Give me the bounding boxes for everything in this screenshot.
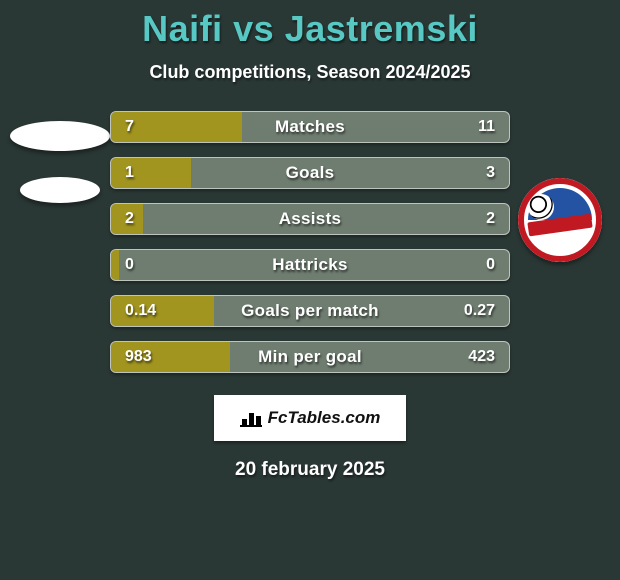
stat-value-right: 423	[468, 342, 495, 372]
stat-value-right: 11	[478, 112, 495, 142]
subtitle: Club competitions, Season 2024/2025	[0, 62, 620, 83]
stat-value-right: 2	[486, 204, 495, 234]
stat-row: 7Matches11	[110, 111, 510, 143]
club-crest-icon	[518, 178, 602, 262]
ellipse-icon	[20, 177, 100, 203]
stat-value-right: 0	[486, 250, 495, 280]
comparison-title: Naifi vs Jastremski	[0, 0, 620, 50]
ellipse-icon	[10, 121, 110, 151]
stat-label: Assists	[111, 204, 509, 234]
stats-bars: 7Matches11 1Goals3 2Assists2 0Hattricks0 0.1…	[110, 111, 510, 373]
stat-label: Matches	[111, 112, 509, 142]
chart-icon	[240, 409, 262, 427]
stat-value-right: 3	[486, 158, 495, 188]
stat-row: 0.14Goals per match0.27	[110, 295, 510, 327]
stat-row: 0Hattricks0	[110, 249, 510, 281]
branding-text: FcTables.com	[268, 408, 381, 428]
date-text: 20 february 2025	[0, 459, 620, 481]
stat-label: Hattricks	[111, 250, 509, 280]
club-right-badge	[518, 178, 602, 262]
branding-badge: FcTables.com	[214, 395, 406, 441]
stat-row: 983Min per goal423	[110, 341, 510, 373]
player1-name: Naifi	[142, 8, 223, 49]
player2-name: Jastremski	[285, 8, 478, 49]
stat-value-right: 0.27	[464, 296, 495, 326]
stat-label: Goals	[111, 158, 509, 188]
vs-text: vs	[233, 8, 274, 49]
club-left-badge	[18, 120, 102, 204]
stat-row: 1Goals3	[110, 157, 510, 189]
stat-label: Goals per match	[111, 296, 509, 326]
stat-label: Min per goal	[111, 342, 509, 372]
stat-row: 2Assists2	[110, 203, 510, 235]
